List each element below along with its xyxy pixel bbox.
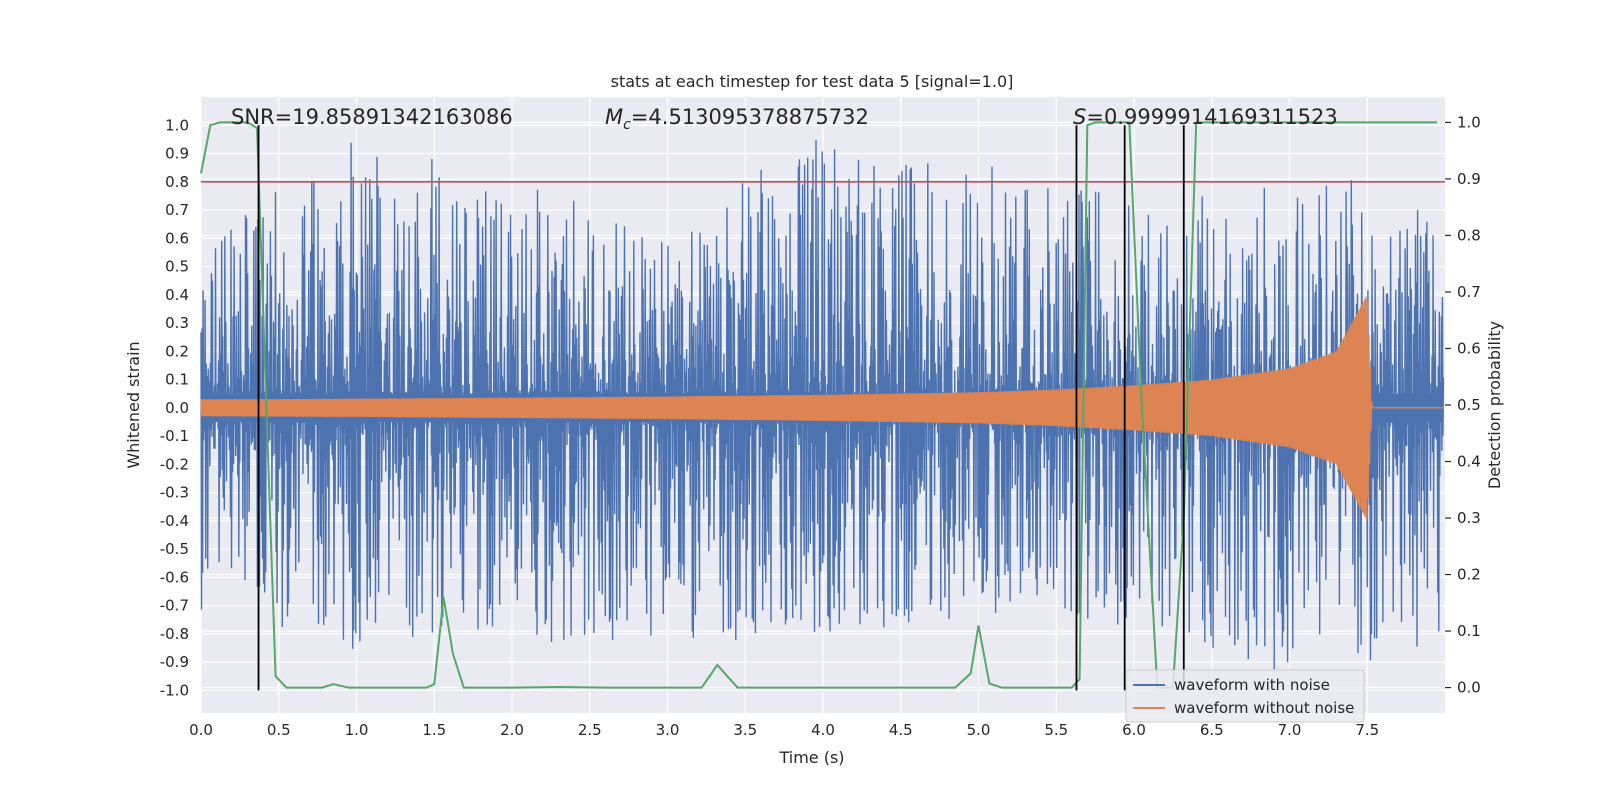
right-tick-label: 0.6 [1457, 339, 1481, 357]
right-tick-label: 1.0 [1457, 113, 1481, 131]
right-tick-label: 0.2 [1457, 566, 1481, 584]
clean-waveform-line [200, 296, 1444, 521]
x-tick-label: 0.5 [267, 721, 291, 739]
series-detection-probability [200, 121, 1438, 689]
x-tick-label: 7.0 [1278, 721, 1302, 739]
left-axis-ticks: 1.0 0.9 0.8 0.7 0.6 0.5 0.4 0.3 0.2 0.1 0.0 -0.1 -0.… [160, 116, 189, 699]
right-axis-ticks: 1.0 0.9 0.8 0.7 0.6 0.5 0.4 0.3 0.2 0.1 0.0 [1445, 113, 1481, 697]
chirp-mass-annotation: Mc=4.513095378875732 [605, 105, 869, 133]
left-tick-label: -0.9 [160, 653, 189, 671]
right-tick-label: 0.7 [1457, 283, 1481, 301]
left-tick-label: 1.0 [165, 116, 189, 134]
legend: waveform with noise waveform without noi… [1125, 669, 1365, 723]
left-tick-label: -0.5 [160, 540, 189, 558]
left-tick-label: -0.3 [160, 484, 189, 502]
chirp-mass-symbol: M [605, 105, 623, 129]
right-tick-label: 0.9 [1457, 170, 1481, 188]
left-tick-label: -0.1 [160, 427, 189, 445]
left-tick-label: -0.8 [160, 625, 189, 643]
x-tick-label: 2.0 [500, 721, 524, 739]
x-tick-label: 4.0 [811, 721, 835, 739]
x-tick-label: 1.5 [422, 721, 446, 739]
left-axis-label: Whitened strain [124, 341, 143, 468]
x-tick-label: 2.5 [578, 721, 602, 739]
right-tick-label: 0.4 [1457, 453, 1481, 471]
x-tick-label: 5.5 [1044, 721, 1068, 739]
score-value: =0.9999914169311523 [1086, 105, 1337, 129]
x-tick-label: 3.0 [656, 721, 680, 739]
right-tick-label: 0.8 [1457, 226, 1481, 244]
right-tick-label: 0.1 [1457, 622, 1481, 640]
probability-line [200, 121, 1438, 689]
left-tick-label: 0.3 [165, 314, 189, 332]
chirp-mass-value: =4.513095378875732 [631, 105, 869, 129]
left-tick-label: 0.7 [165, 201, 189, 219]
x-tick-label: 3.5 [733, 721, 757, 739]
right-axis-label: Detection probability [1485, 321, 1504, 489]
x-tick-label: 1.0 [345, 721, 369, 739]
series-waveform-without-noise [200, 296, 1444, 521]
right-tick-label: 0.3 [1457, 509, 1481, 527]
left-tick-label: 0.5 [165, 258, 189, 276]
chirp-mass-subscript: c [623, 117, 631, 133]
x-tick-label: 7.5 [1355, 721, 1379, 739]
left-tick-label: 0.1 [165, 371, 189, 389]
legend-box [1125, 669, 1365, 723]
left-tick-label: -0.2 [160, 455, 189, 473]
score-annotation: S=0.9999914169311523 [1073, 105, 1338, 129]
left-tick-label: 0.6 [165, 229, 189, 247]
score-symbol: S [1073, 105, 1086, 129]
left-tick-label: -1.0 [160, 681, 189, 699]
x-tick-label: 6.0 [1122, 721, 1146, 739]
snr-annotation: SNR=19.85891342163086 [231, 105, 513, 129]
left-tick-label: -0.6 [160, 568, 189, 586]
right-tick-label: 0.5 [1457, 396, 1481, 414]
legend-label-clean: waveform without noise [1174, 699, 1354, 717]
vertical-markers [257, 125, 1185, 691]
right-tick-label: 0.0 [1457, 679, 1481, 697]
left-tick-label: -0.4 [160, 512, 189, 530]
x-tick-label: 0.0 [189, 721, 213, 739]
x-tick-label: 6.5 [1200, 721, 1224, 739]
chart-title: stats at each timestep for test data 5 [… [611, 72, 1014, 91]
left-tick-label: 0.9 [165, 145, 189, 163]
left-tick-label: 0.8 [165, 173, 189, 191]
x-axis-label: Time (s) [778, 748, 844, 767]
x-axis-ticks: 0.0 0.5 1.0 1.5 2.0 2.5 3.0 3.5 4.0 4.5 5.0 5.5 6.0 6… [189, 721, 1379, 739]
left-tick-label: 0.2 [165, 342, 189, 360]
x-tick-label: 5.0 [967, 721, 991, 739]
left-tick-label: -0.7 [160, 597, 189, 615]
left-tick-label: 0.0 [165, 399, 189, 417]
legend-label-noise: waveform with noise [1174, 676, 1330, 694]
x-tick-label: 4.5 [889, 721, 913, 739]
left-tick-label: 0.4 [165, 286, 189, 304]
